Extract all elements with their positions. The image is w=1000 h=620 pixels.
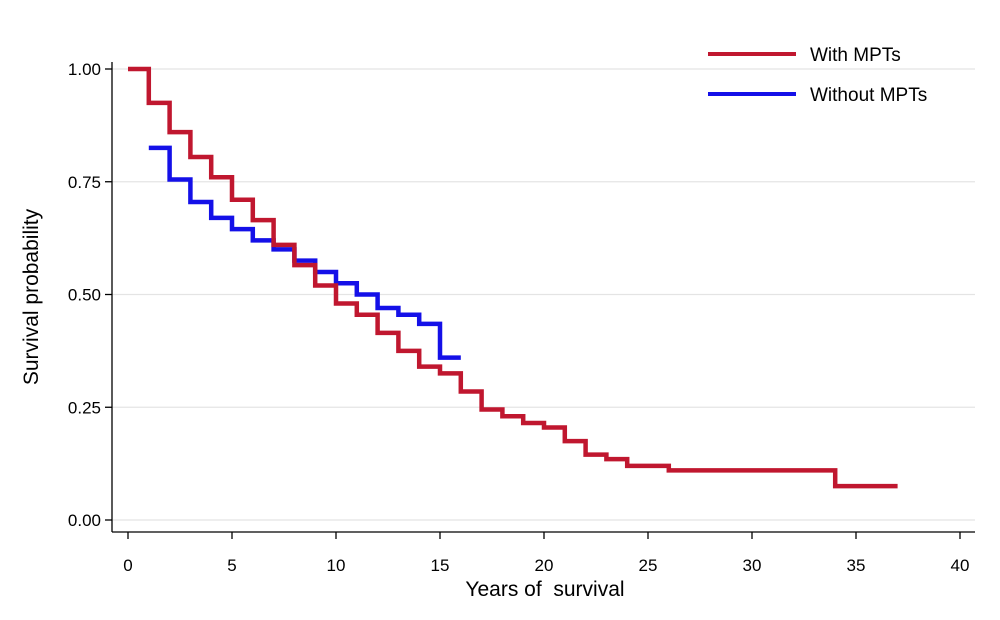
x-ticks: 0 5 10 15 20 25 30 35 40 [123, 532, 969, 575]
y-tick-label: 0.00 [68, 511, 101, 530]
x-tick-label: 35 [847, 556, 866, 575]
y-axis-title: Survival probability [20, 208, 43, 385]
y-ticks: 0.00 0.25 0.50 0.75 1.00 [68, 60, 112, 530]
series-line-without-mpts [148, 145, 461, 360]
grid-lines [112, 68, 975, 521]
x-tick-label: 40 [951, 556, 970, 575]
x-tick-label: 30 [743, 556, 762, 575]
x-tick-label: 0 [123, 556, 132, 575]
x-tick-label: 15 [431, 556, 450, 575]
x-axis-title: Years of survival [465, 578, 624, 601]
series [128, 66, 898, 489]
series-line-with-mpts [128, 66, 898, 489]
legend-label-with-mpts: With MPTs [810, 45, 901, 66]
y-tick-label: 0.50 [68, 286, 101, 305]
axes [111, 62, 975, 533]
y-tick-label: 0.75 [68, 173, 101, 192]
x-tick-label: 20 [535, 556, 554, 575]
x-tick-label: 5 [227, 556, 236, 575]
y-tick-label: 0.25 [68, 398, 101, 417]
y-tick-label: 1.00 [68, 60, 101, 79]
legend: With MPTs Without MPTs [708, 45, 927, 106]
x-tick-label: 10 [327, 556, 346, 575]
legend-label-without-mpts: Without MPTs [810, 85, 927, 106]
x-tick-label: 25 [639, 556, 658, 575]
